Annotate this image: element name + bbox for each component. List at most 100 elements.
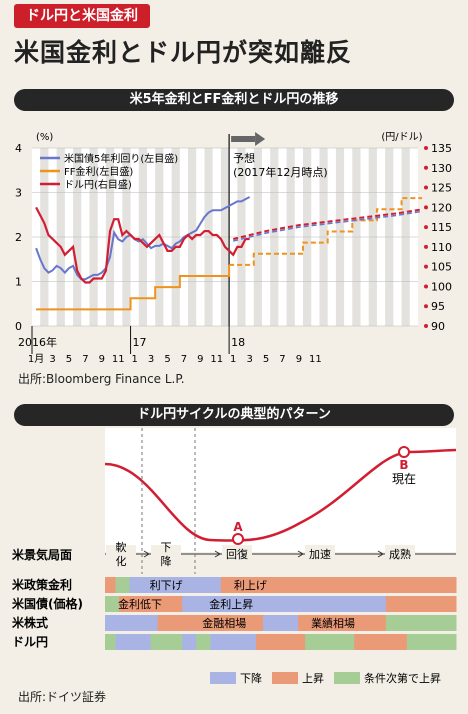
right-tick-label: 120 [431,201,452,214]
row-segment [196,634,211,650]
row-text: 金利上昇 [209,597,253,611]
x-tick-label: 7 [181,354,187,365]
row-text: 金融相場 [202,616,246,630]
x-tick-label: 1 [230,354,236,365]
cycle-curve [104,448,457,542]
right-tick-dot [424,205,428,210]
row-segment [150,634,183,650]
right-tick-dot [424,264,428,269]
left-tick-label: 0 [15,320,22,333]
ff-rate-line [36,264,231,311]
phase-label: 化 [116,554,127,568]
legend-swatch [210,672,236,684]
phase-label: 軟 [116,540,127,554]
row-segment [371,577,457,593]
ff-rate-forecast-line [229,197,423,266]
phase-row-label: 米景気局面 [12,547,72,562]
point-b-label: B [399,458,408,472]
phase-arrow [143,550,150,558]
x-tick-label: 11 [112,354,125,365]
x-tick-label: 5 [263,354,269,365]
main-title: 米国金利とドル円が突如離反 [14,38,353,67]
phase-label-bg [222,545,252,562]
phase-label-bg [385,545,415,562]
x-tick-label: 5 [66,354,72,365]
x-tick-label: 9 [197,354,203,365]
right-tick-label: 130 [431,162,452,175]
right-tick-label: 90 [431,320,445,333]
x-tick-label: 9 [99,354,105,365]
phase-arrow [377,550,384,558]
row-segment [182,634,197,650]
forecast-arrow-body [231,136,256,142]
row-label: 米政策金利 [12,577,72,592]
right-tick-label: 105 [431,261,452,274]
chart1-source: 出所:Bloomberg Finance L.P. [18,372,185,386]
point-a-marker [232,533,244,545]
right-tick-dot [424,284,428,289]
x-tick-label: 11 [309,354,322,365]
left-tick-label: 4 [15,142,22,155]
phase-label-bg [106,545,136,562]
phase-label: 降 [161,554,172,568]
legend-label: 下降 [240,671,262,685]
right-tick-dot [424,225,428,230]
point-b-note: 現在 [392,472,416,486]
x-tick-label: 9 [296,354,302,365]
year-label: 17 [133,336,147,349]
row-segment [129,577,222,593]
row-segment [119,596,183,612]
phase-label-bg [305,545,335,562]
x-tick-label: 1月 [28,353,44,365]
x-tick-label: 3 [246,354,252,365]
left-tick-label: 1 [15,276,22,289]
right-tick-label: 95 [431,300,445,313]
row-segment [157,615,264,631]
x-tick-label: 5 [164,354,170,365]
row-segment [210,634,257,650]
left-tick-label: 3 [15,187,22,200]
forecast-arrow-head [255,132,266,146]
right-tick-label: 135 [431,142,452,155]
row-text: 利上げ [234,579,267,592]
x-tick-label: 7 [279,354,285,365]
phase-arrow [297,550,304,558]
row-label: 米株式 [12,615,48,630]
x-tick-label: 3 [148,354,154,365]
phase-label: 加速 [309,548,331,561]
usdjpy-line [35,206,250,284]
phase-arrow [214,550,221,558]
x-tick-label: 7 [82,354,88,365]
left-unit: (%) [36,132,53,143]
row-text: 利下げ [150,579,183,592]
row-segment [105,577,117,593]
year-label: 18 [231,336,245,349]
row-text: 金利低下 [118,597,162,611]
right-tick-dot [424,165,428,170]
row-label: 米国債(価格) [12,596,83,611]
row-segment [298,615,387,631]
left-tick-label: 2 [15,231,22,244]
point-b-marker [398,446,410,458]
right-tick-dot [424,185,428,190]
phase-label: 成熟 [389,547,411,561]
right-tick-dot [424,324,428,328]
legend-swatch [334,672,360,684]
row-segment [385,596,457,612]
phase-label-bg [151,545,181,562]
right-tick-dot [424,304,428,309]
us5y-forecast-line [233,210,423,242]
chart1-subtitle: 米5年金利とFF金利とドル円の推移 [14,89,454,111]
phase-label: 回復 [226,548,248,561]
chart2-source: 出所:ドイツ証券 [18,690,107,704]
row-segment [105,634,117,650]
row-segment [262,615,299,631]
year-label: 2016年 [18,335,57,349]
right-tick-dot [424,244,428,249]
row-segment [354,634,408,650]
legend-label: 米国債5年利回り(左目盛) [64,152,178,165]
row-text: 業績相場 [311,616,355,630]
us5y-yield-line [35,196,251,281]
